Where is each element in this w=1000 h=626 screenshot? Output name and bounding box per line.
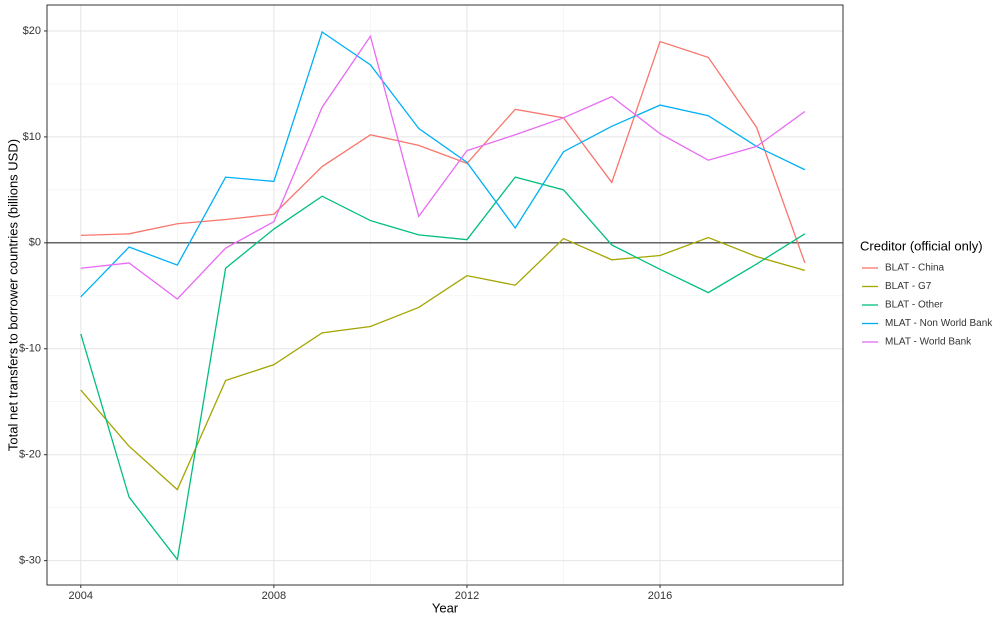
x-tick-label: 2012 — [455, 590, 479, 602]
series-line — [80, 30, 806, 298]
legend-label: BLAT - China — [885, 263, 945, 274]
y-axis-label: Total net transfers to borrower countrie… — [5, 139, 20, 451]
y-tick-label: $20 — [23, 25, 41, 37]
y-tick-label: $-20 — [19, 449, 41, 461]
y-tick-label: $-10 — [19, 343, 41, 355]
y-tick-label: $-30 — [19, 555, 41, 567]
legend-label: MLAT - Non World Bank — [885, 318, 993, 329]
legend-label: BLAT - G7 — [885, 281, 932, 292]
y-tick-label: $10 — [23, 131, 41, 143]
legend-label: MLAT - World Bank — [885, 337, 972, 348]
x-tick-label: 2016 — [648, 590, 672, 602]
series-line — [80, 34, 806, 300]
panel-border — [46, 4, 844, 586]
legend-title: Creditor (official only) — [860, 238, 983, 253]
series-line — [80, 176, 806, 562]
x-axis-label: Year — [432, 600, 459, 615]
x-tick-label: 2008 — [262, 590, 286, 602]
x-tick-label: 2004 — [69, 590, 93, 602]
y-tick-label: $0 — [29, 237, 41, 249]
series-line — [80, 40, 806, 264]
series-line — [80, 236, 806, 491]
legend-label: BLAT - Other — [885, 300, 944, 311]
